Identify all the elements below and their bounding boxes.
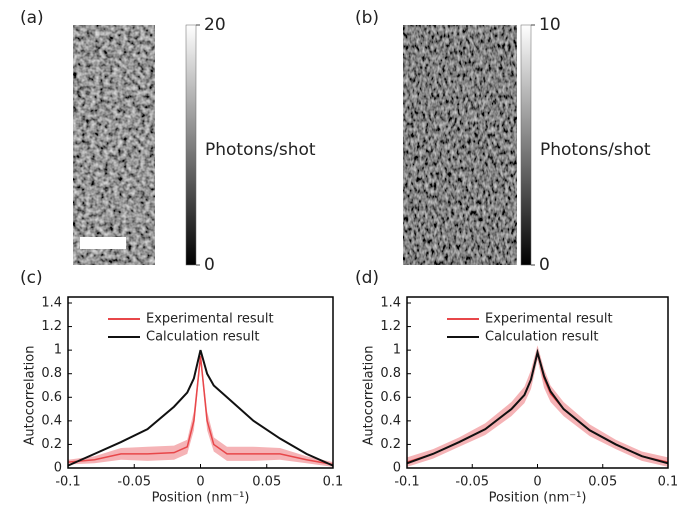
x-tick-label: -0.05 bbox=[117, 475, 151, 490]
panel-label: (c) bbox=[20, 268, 43, 288]
plot-frame bbox=[67, 296, 334, 469]
x-tick-label: 0.05 bbox=[252, 475, 281, 490]
scale-bar bbox=[80, 237, 126, 249]
x-tick-label: -0.05 bbox=[455, 475, 489, 490]
y-tick-label: 1.4 bbox=[41, 296, 62, 311]
plot-frame bbox=[406, 296, 669, 469]
y-tick-label: 1 bbox=[54, 343, 62, 358]
x-axis-label: Position (nm⁻¹) bbox=[152, 491, 250, 506]
colorbar-label: Photons/shot bbox=[205, 140, 316, 160]
legend-label: Calculation result bbox=[485, 330, 598, 345]
error-band bbox=[68, 350, 333, 467]
y-tick-label: 0.2 bbox=[380, 437, 401, 452]
y-tick-label: 0.2 bbox=[41, 437, 62, 452]
colorbar-label: Photons/shot bbox=[540, 140, 651, 160]
series-line bbox=[406, 348, 669, 465]
x-tick-label: 0 bbox=[196, 475, 204, 490]
y-axis-label: Autocorrelation bbox=[362, 346, 377, 446]
colorbar-tick-label: 20 bbox=[204, 15, 226, 35]
y-tick-label: 0.6 bbox=[380, 390, 401, 405]
y-tick-label: 1.2 bbox=[380, 319, 401, 334]
legend-label: Experimental result bbox=[146, 312, 274, 327]
panel-label: (b) bbox=[355, 8, 379, 28]
image bbox=[73, 25, 155, 265]
colorbar bbox=[185, 24, 197, 266]
legend-label: Experimental result bbox=[485, 312, 613, 327]
colorbar bbox=[520, 24, 532, 266]
x-tick-label: 0.05 bbox=[588, 475, 617, 490]
panel-label: (a) bbox=[20, 8, 44, 28]
y-tick-label: 0.6 bbox=[41, 390, 62, 405]
y-axis-label: Autocorrelation bbox=[23, 346, 38, 446]
x-tick-label: -0.1 bbox=[55, 475, 80, 490]
x-tick-label: 0.1 bbox=[658, 475, 677, 490]
x-axis-label: Position (nm⁻¹) bbox=[489, 491, 587, 506]
x-tick-label: 0.1 bbox=[323, 475, 344, 490]
y-tick-label: 0.8 bbox=[380, 366, 401, 381]
y-tick-label: 0.8 bbox=[41, 366, 62, 381]
y-tick-label: 1 bbox=[393, 343, 401, 358]
y-tick-label: 0 bbox=[54, 461, 62, 476]
image bbox=[403, 25, 517, 265]
x-tick-label: -0.1 bbox=[394, 475, 419, 490]
x-tick-label: 0 bbox=[533, 475, 541, 490]
colorbar-tick-label: 0 bbox=[204, 255, 215, 275]
series-line bbox=[67, 349, 334, 467]
y-tick-label: 1.2 bbox=[41, 319, 62, 334]
legend-label: Calculation result bbox=[146, 330, 259, 345]
y-tick-label: 0.4 bbox=[41, 413, 62, 428]
y-tick-label: 0.4 bbox=[380, 413, 401, 428]
y-tick-label: 0 bbox=[393, 461, 401, 476]
y-tick-label: 1.4 bbox=[380, 296, 401, 311]
series-line bbox=[67, 355, 334, 466]
colorbar-tick-label: 0 bbox=[539, 255, 550, 275]
panel-label: (d) bbox=[355, 268, 379, 288]
colorbar-tick-label: 10 bbox=[539, 15, 561, 35]
